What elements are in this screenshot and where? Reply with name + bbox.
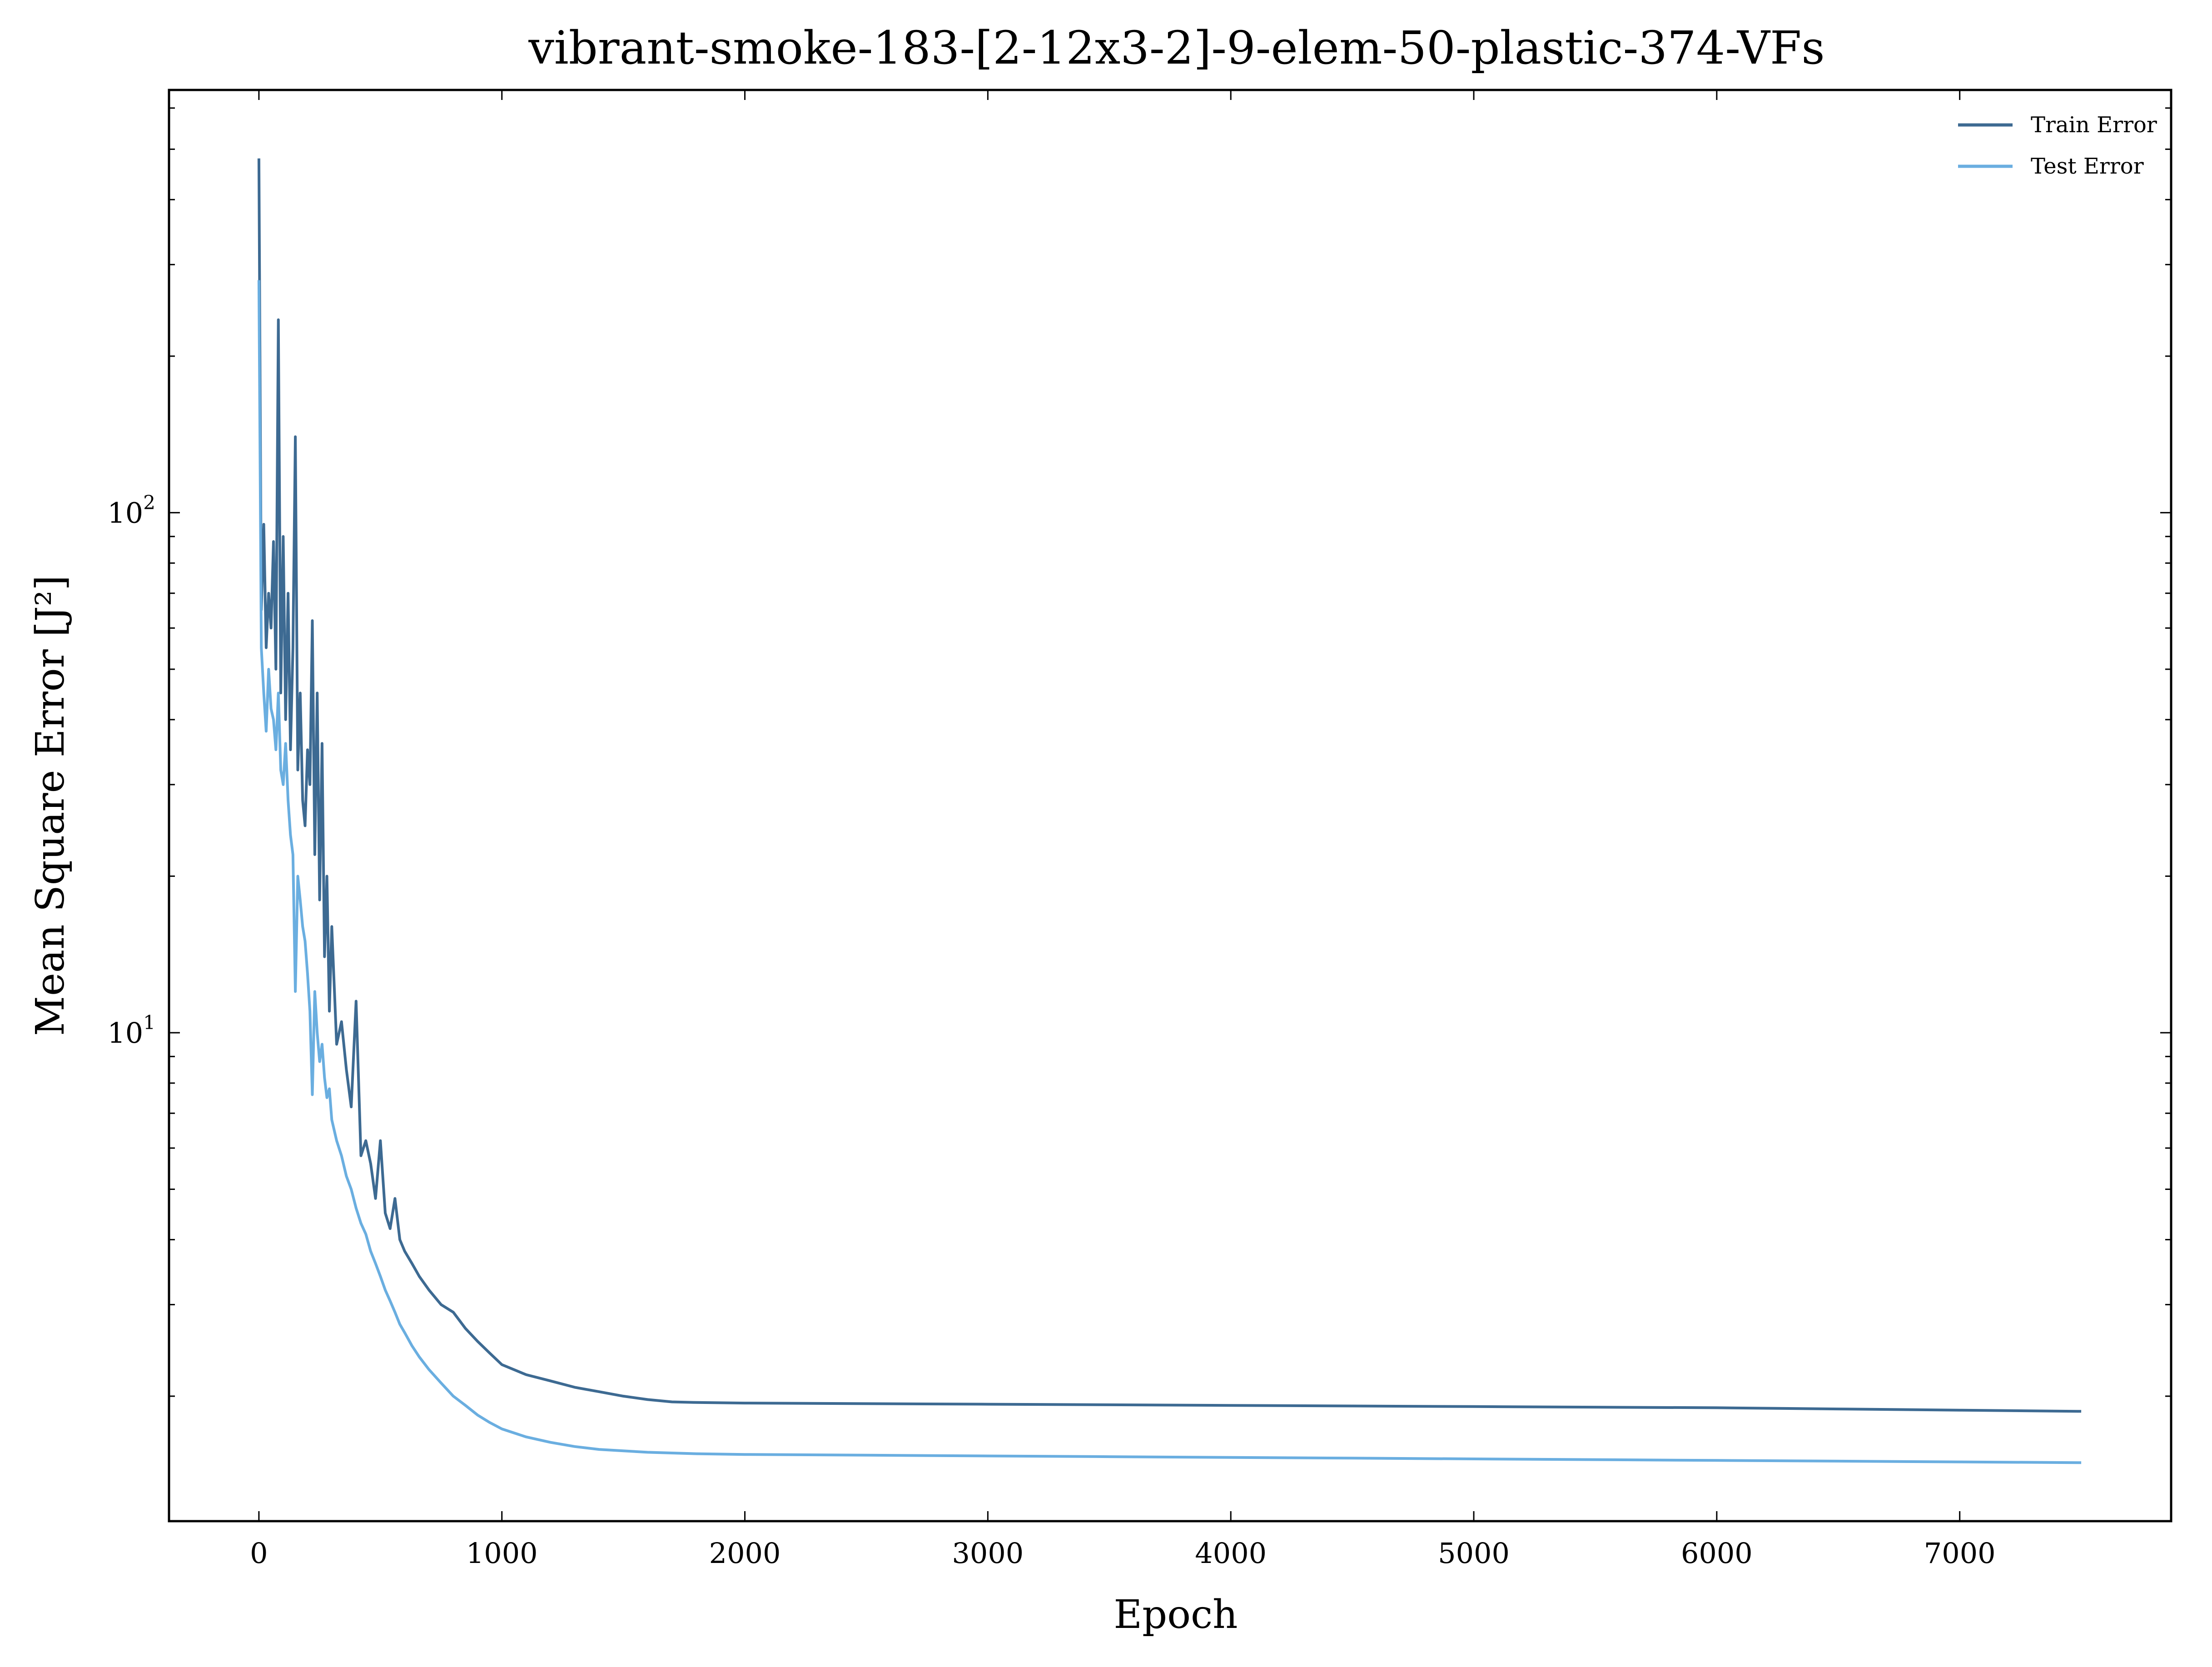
y-tick-label: 102 — [107, 491, 155, 529]
x-axis-ticks: 0 1000 2000 3000 4000 5000 6000 7000 — [250, 90, 1996, 1570]
x-tick-label: 5000 — [1438, 1537, 1510, 1570]
series-line-train-error — [257, 158, 2082, 1413]
y-tick-exponent: 2 — [143, 491, 155, 513]
y-tick-label: 101 — [107, 1011, 155, 1050]
x-tick-label: 6000 — [1681, 1537, 1753, 1570]
y-tick-base: 10 — [107, 1016, 143, 1050]
x-tick-label: 2000 — [709, 1537, 781, 1570]
legend-label-train: Train Error — [2031, 112, 2157, 138]
x-axis-label: Epoch — [1113, 1592, 1238, 1637]
y-axis-label: Mean Square Error [J²] — [28, 575, 73, 1036]
x-tick-label: 7000 — [1924, 1537, 1996, 1570]
y-tick-base: 10 — [107, 496, 143, 529]
x-tick-label: 3000 — [952, 1537, 1024, 1570]
y-tick-exponent: 1 — [143, 1011, 155, 1034]
x-tick-label: 1000 — [466, 1537, 538, 1570]
x-tick-label: 4000 — [1195, 1537, 1267, 1570]
legend-label-test: Test Error — [2031, 154, 2144, 179]
series-line-test-error — [257, 280, 2082, 1464]
legend: Train Error Test Error — [1958, 112, 2157, 179]
series-layer — [257, 158, 2082, 1464]
chart-title: vibrant-smoke-183-[2-12x3-2]-9-elem-50-p… — [528, 21, 1824, 75]
x-tick-label: 0 — [250, 1537, 268, 1570]
plot-area — [168, 89, 2172, 1523]
